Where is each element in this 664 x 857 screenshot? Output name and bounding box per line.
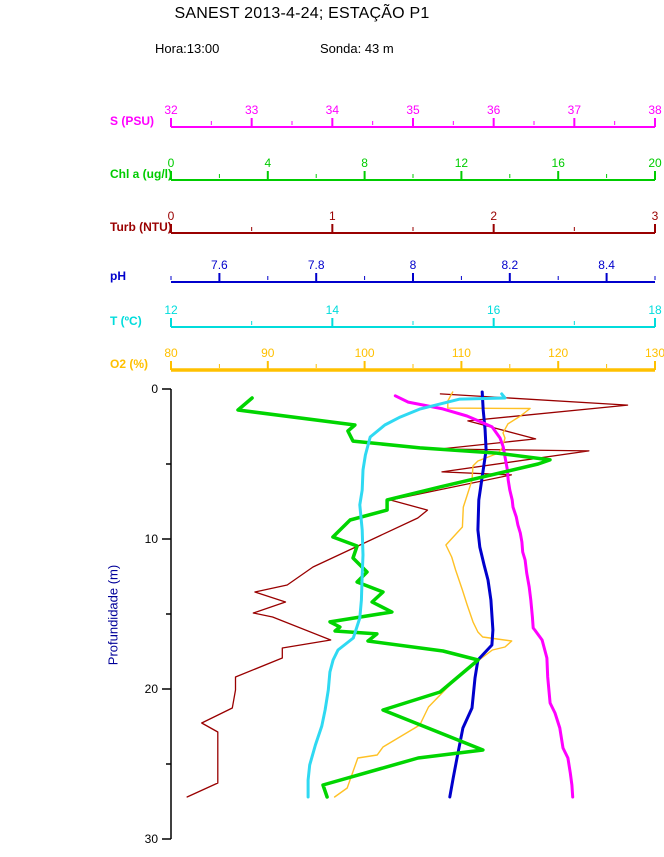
profile-curve-S [393,394,575,799]
axis-O2: 80 90 100 110 120 130 [164,346,664,372]
axis-S: 32 33 34 35 36 37 38 [164,103,662,128]
sonda-label: Sonda: 43 m [320,41,394,56]
axis-T-tick-label: 14 [326,303,340,317]
axis-Turb-tick-label: 1 [329,209,336,223]
axis-O2-tick-label: 90 [261,346,275,360]
profile-curve-Chl [236,396,552,799]
axis-Chl-tick-label: 16 [552,156,566,170]
axis-S-tick-label: 33 [245,103,259,117]
axis-pH-tick-label: 7.8 [308,258,325,272]
axis-T-tick-label: 16 [487,303,501,317]
depth-tick-label: 20 [145,682,159,696]
axis-Chl: 0 4 8 12 16 20 [168,156,662,181]
axis-pH-tick-label: 8 [410,258,417,272]
axis-O2-tick-label: 110 [452,346,471,360]
axis-Turb: 0 1 2 3 [168,209,659,234]
axis-Chl-tick-label: 12 [455,156,469,170]
axis-label-oxygen: O2 (%) [110,357,149,371]
axis-Turb-tick-label: 2 [490,209,497,223]
axis-label-salinity: S (PSU) [110,114,155,128]
axis-S-tick-label: 35 [406,103,420,117]
axis-O2-tick-label: 130 [645,346,664,360]
depth-tick-label: 10 [145,532,159,546]
axis-S-tick-label: 38 [648,103,662,117]
depth-tick-label: 30 [145,832,159,846]
axis-Chl-tick-label: 0 [168,156,175,170]
profile-curve-Turb [186,393,629,798]
axis-S-tick-label: 32 [164,103,178,117]
axis-label-temperature: T (ºC) [110,314,142,328]
page-title: SANEST 2013-4-24; ESTAÇÃO P1 [174,5,430,22]
axis-O2-tick-label: 80 [164,346,178,360]
axis-T-tick-label: 18 [648,303,662,317]
axis-S-tick-label: 37 [568,103,582,117]
axis-Chl-tick-label: 8 [361,156,368,170]
axis-Chl-tick-label: 20 [648,156,662,170]
axis-label-ph: pH [110,269,126,283]
axis-O2-tick-label: 100 [355,346,375,360]
depth-tick-label: 0 [151,382,158,396]
axis-S-tick-label: 36 [487,103,501,117]
hora-label: Hora:13:00 [155,41,220,56]
depth-axis: 0 10 20 30 [145,382,172,846]
profile-curve-T [306,392,507,799]
profile-curve-O2 [333,391,531,798]
axis-label-turbidity: Turb (NTU) [110,220,172,234]
axis-T-tick-label: 12 [164,303,178,317]
axis-pH: 7.6 7.8 8 8.2 8.4 [170,258,656,283]
axis-Turb-tick-label: 0 [168,209,175,223]
axis-pH-tick-label: 8.4 [598,258,615,272]
axis-S-tick-label: 34 [326,103,340,117]
axis-T: 12 14 16 18 [164,303,662,328]
axis-pH-tick-label: 7.6 [211,258,228,272]
axis-O2-tick-label: 120 [548,346,568,360]
axis-Chl-tick-label: 4 [264,156,271,170]
axis-Turb-tick-label: 3 [652,209,659,223]
axis-pH-tick-label: 8.2 [501,258,518,272]
axis-label-chlorophyll: Chl a (ug/l) [110,167,172,181]
